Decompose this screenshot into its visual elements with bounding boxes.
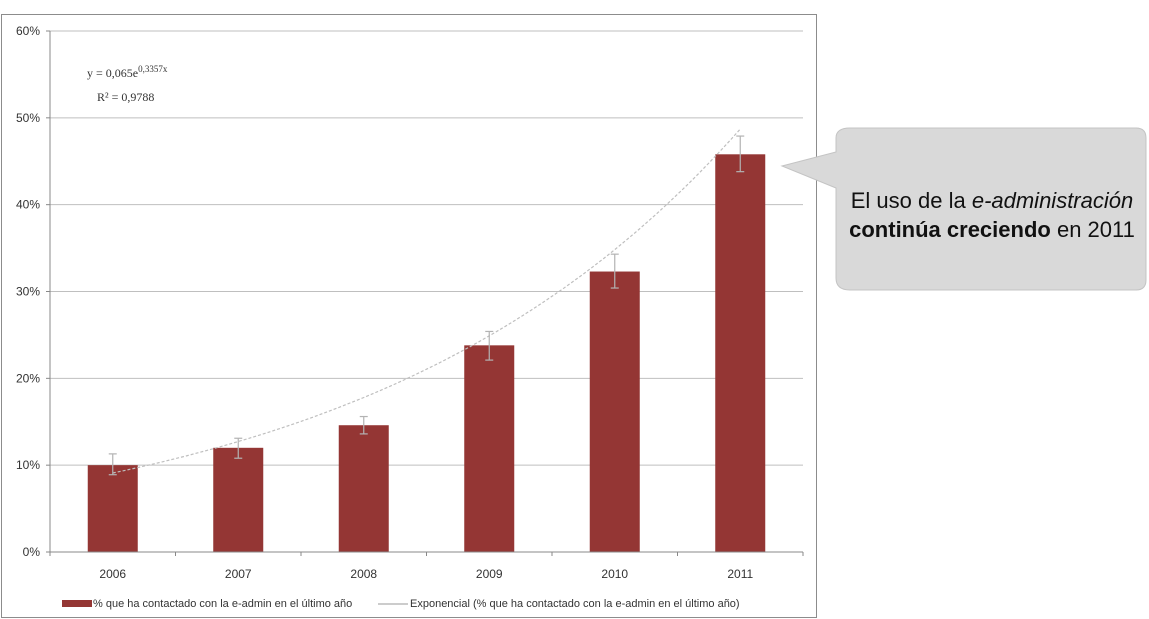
legend: % que ha contactado con la e-admin en el… [62,598,740,610]
x-tick-label: 2009 [476,567,503,581]
legend-bar-label: % que ha contactado con la e-admin en el… [93,598,352,610]
callout-line-1: El uso de la e-administración [850,188,1134,213]
bar [338,425,389,552]
x-tick-label: 2010 [601,567,628,581]
x-tick-label: 2006 [99,567,126,581]
legend-trend-label: Exponencial (% que ha contactado con la … [410,598,740,610]
legend-bar-swatch [62,600,92,607]
bars [87,154,766,552]
trend-r2: R² = 0,9788 [97,90,154,104]
y-tick-label: 0% [23,545,41,559]
x-tick-label: 2011 [727,567,753,581]
y-tick-label: 60% [16,24,40,38]
bar [213,447,264,552]
trend-equation: y = 0,065e0,3357x [87,64,168,80]
x-tick-label: 2007 [225,567,252,581]
callout-bubble [780,127,1147,291]
x-tick-label: 2008 [350,567,377,581]
bar [589,271,640,552]
y-tick-label: 40% [16,198,40,212]
chart: 0% 10% 20% 30% 40% 50% 60% 2006 2007 2008 2009 2010… [1,14,817,618]
trendline [112,128,741,474]
error-bars [108,135,745,476]
callout-shape [780,127,1147,291]
trendline-path [112,128,741,474]
bar [87,465,138,552]
y-tick-label: 30% [16,285,40,299]
chart-frame: 0% 10% 20% 30% 40% 50% 60% 2006 2007 2008 2009 2010… [1,14,817,618]
bar [464,345,515,552]
callout-text: El uso de la e-administración continúa c… [836,140,1148,290]
axes: 0% 10% 20% 30% 40% 50% 60% 2006 2007 2008 2009 2010… [16,24,804,581]
y-tick-label: 50% [16,111,40,125]
callout-line-2: continúa creciendo en 2011 [849,217,1135,242]
y-tick-label: 20% [16,371,40,385]
bar [715,154,766,552]
y-tick-label: 10% [16,458,40,472]
